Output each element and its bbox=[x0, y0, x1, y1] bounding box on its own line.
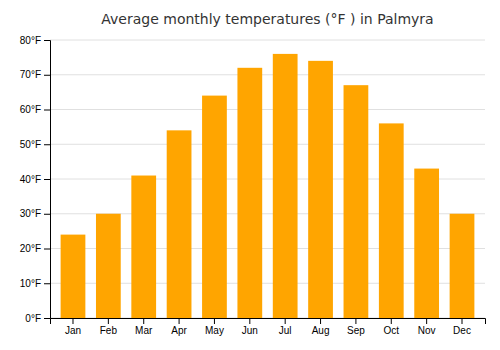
y-tick-label: 20°F bbox=[20, 243, 41, 254]
x-tick: Jan bbox=[65, 318, 81, 336]
x-tick-label: Sep bbox=[347, 325, 365, 336]
x-tick: Mar bbox=[135, 318, 153, 336]
bar bbox=[450, 214, 475, 318]
y-tick-label: 40°F bbox=[20, 174, 41, 185]
x-tick: Aug bbox=[312, 318, 330, 336]
x-tick: May bbox=[205, 318, 224, 336]
y-tick-label: 10°F bbox=[20, 278, 41, 289]
x-tick-mark bbox=[108, 318, 109, 324]
plot: 0°F 10°F 20°F 30°F 40°F 50°F 60°F 70°F 80°F Jan Fe… bbox=[20, 35, 486, 336]
x-tick: Nov bbox=[418, 318, 436, 336]
y-tick: 50°F bbox=[20, 139, 50, 150]
bar bbox=[308, 61, 333, 318]
x-tick: Jul bbox=[279, 318, 292, 336]
x-tick-mark bbox=[426, 318, 427, 324]
x-tick: Dec bbox=[453, 318, 471, 336]
y-tick: 10°F bbox=[20, 278, 50, 289]
bar bbox=[202, 96, 227, 318]
x-tick-mark bbox=[462, 318, 463, 324]
x-tick: Jun bbox=[242, 318, 258, 336]
grid-line bbox=[50, 74, 485, 75]
x-tick-label: May bbox=[205, 325, 224, 336]
x-tick: Sep bbox=[347, 318, 365, 336]
x-tick: Feb bbox=[100, 318, 118, 336]
bar bbox=[61, 235, 86, 318]
y-tick-label: 30°F bbox=[20, 208, 41, 219]
bar bbox=[273, 54, 298, 318]
x-axis: Jan Feb Mar Apr May Jun Jul Aug Sep Oct Nov Dec bbox=[51, 318, 486, 336]
x-tick-mark bbox=[214, 318, 215, 324]
y-tick-mark bbox=[44, 40, 50, 41]
bar bbox=[237, 68, 262, 318]
x-tick-mark bbox=[391, 318, 392, 324]
x-tick-label: Apr bbox=[171, 325, 187, 336]
y-tick-mark bbox=[44, 249, 50, 250]
y-tick: 40°F bbox=[20, 174, 50, 185]
grid-line bbox=[50, 40, 485, 41]
x-tick-mark bbox=[72, 318, 73, 324]
y-tick-label: 0°F bbox=[25, 313, 41, 324]
y-tick: 30°F bbox=[20, 208, 50, 219]
x-tick-label: Jul bbox=[279, 325, 292, 336]
chart-svg: 0°F 10°F 20°F 30°F 40°F 50°F 60°F 70°F 80°F Jan Fe… bbox=[0, 0, 500, 350]
y-axis: 0°F 10°F 20°F 30°F 40°F 50°F 60°F 70°F 80°F bbox=[20, 35, 51, 324]
y-tick: 80°F bbox=[20, 35, 50, 46]
bar bbox=[131, 176, 156, 318]
y-tick-mark bbox=[44, 110, 50, 111]
x-tick-mark bbox=[320, 318, 321, 324]
bar bbox=[414, 169, 439, 318]
y-tick: 0°F bbox=[25, 313, 50, 324]
x-tick-label: Oct bbox=[383, 325, 399, 336]
bar bbox=[344, 85, 369, 318]
y-tick-mark bbox=[44, 318, 50, 319]
x-tick: Apr bbox=[171, 318, 187, 336]
y-tick-label: 70°F bbox=[20, 69, 41, 80]
x-tick-mark bbox=[143, 318, 144, 324]
x-tick-mark bbox=[355, 318, 356, 324]
y-tick: 60°F bbox=[20, 104, 50, 115]
x-tick-mark bbox=[179, 318, 180, 324]
x-tick-mark bbox=[285, 318, 286, 324]
x-tick-label: Mar bbox=[135, 325, 153, 336]
x-tick-label: Nov bbox=[418, 325, 436, 336]
y-tick-mark bbox=[44, 283, 50, 284]
bar bbox=[167, 130, 192, 318]
y-tick: 20°F bbox=[20, 243, 50, 254]
y-tick-label: 50°F bbox=[20, 139, 41, 150]
y-tick-mark bbox=[44, 179, 50, 180]
chart-container: 0°F 10°F 20°F 30°F 40°F 50°F 60°F 70°F 80°F Jan Fe… bbox=[0, 0, 500, 350]
grid bbox=[50, 40, 485, 318]
bar bbox=[96, 214, 121, 318]
bar bbox=[379, 123, 404, 318]
y-axis-line bbox=[44, 41, 51, 319]
y-tick-mark bbox=[44, 144, 50, 145]
x-tick-label: Jan bbox=[65, 325, 81, 336]
y-tick: 70°F bbox=[20, 69, 50, 80]
grid-line bbox=[50, 109, 485, 110]
x-tick-label: Feb bbox=[100, 325, 118, 336]
bars bbox=[61, 54, 475, 318]
x-tick-label: Aug bbox=[312, 325, 330, 336]
y-tick-label: 80°F bbox=[20, 35, 41, 46]
title: Average monthly temperatures (°F ) in Pa… bbox=[101, 11, 433, 27]
x-axis-line bbox=[51, 319, 486, 325]
grid-line bbox=[50, 144, 485, 145]
x-tick: Oct bbox=[383, 318, 399, 336]
y-tick-mark bbox=[44, 75, 50, 76]
y-tick-mark bbox=[44, 214, 50, 215]
x-tick-mark bbox=[249, 318, 250, 324]
x-tick-label: Dec bbox=[453, 325, 471, 336]
x-tick-label: Jun bbox=[242, 325, 258, 336]
y-tick-label: 60°F bbox=[20, 104, 41, 115]
